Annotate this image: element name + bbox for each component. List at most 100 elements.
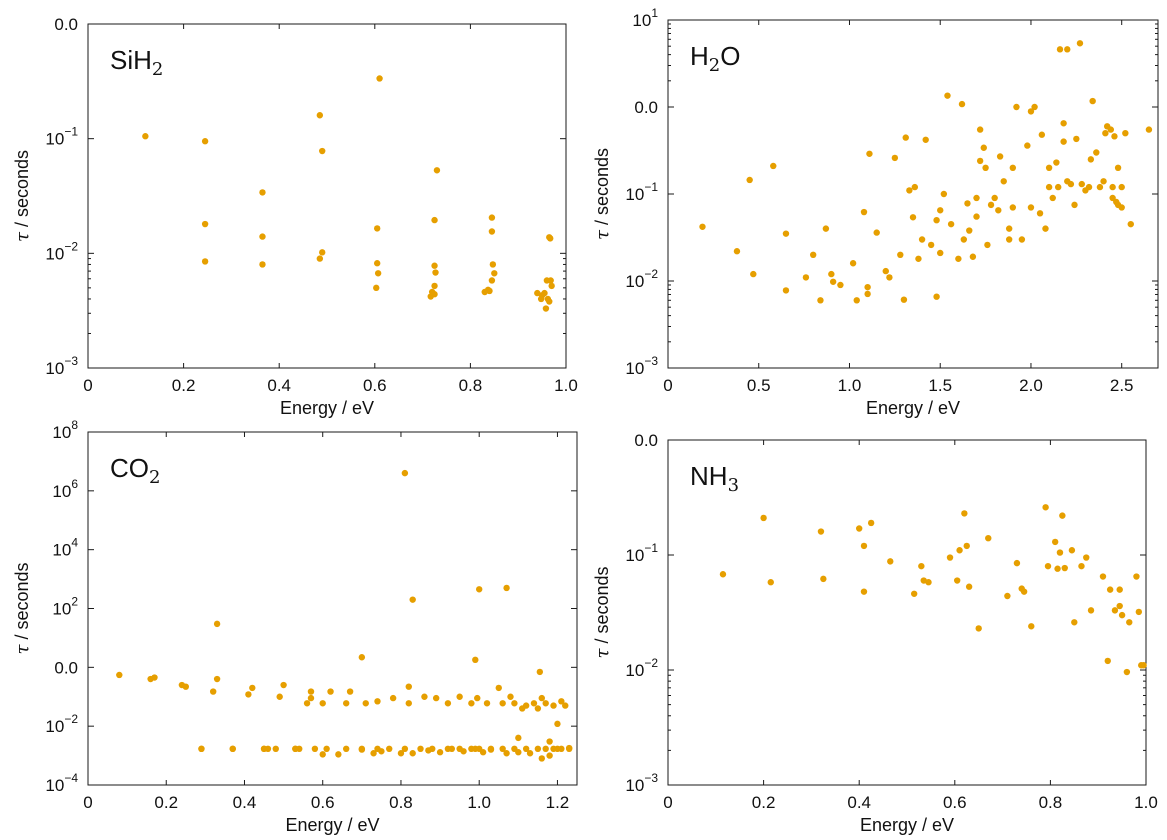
data-point [1099, 573, 1107, 580]
y-tick-label: 10−4 [45, 771, 78, 795]
data-point [960, 236, 968, 243]
data-point [937, 249, 944, 257]
data-point [507, 693, 514, 700]
data-point [909, 214, 917, 221]
data-point [229, 745, 236, 753]
data-point [213, 675, 221, 683]
data-point [837, 281, 844, 289]
data-point [488, 214, 496, 221]
data-point [546, 738, 553, 745]
data-point [906, 187, 913, 194]
data-point [1005, 236, 1013, 243]
data-point [376, 75, 383, 82]
data-point [946, 554, 954, 561]
data-point [554, 720, 561, 728]
x-tick-label: 0.8 [459, 376, 483, 395]
data-point [1118, 183, 1125, 191]
data-point [849, 260, 857, 267]
x-tick-label: 0.4 [267, 376, 291, 395]
data-point [1100, 178, 1107, 185]
data-point [1053, 159, 1060, 166]
data-point [327, 688, 334, 695]
data-point [522, 702, 530, 709]
data-point [316, 112, 324, 119]
data-point [820, 575, 827, 583]
data-point [1111, 133, 1118, 140]
data-point [980, 144, 987, 151]
data-point [817, 297, 824, 304]
y-tick-label: 10−3 [625, 771, 658, 795]
y-tick-label: 0.0 [54, 15, 78, 34]
data-point [386, 745, 393, 753]
data-point [562, 702, 569, 709]
x-tick-label: 2.5 [1110, 376, 1134, 395]
data-point [1009, 204, 1017, 211]
data-point [319, 147, 326, 155]
data-point [1087, 607, 1095, 614]
data-point [1004, 592, 1011, 600]
data-point [887, 558, 894, 565]
data-point [436, 749, 444, 756]
data-point [534, 745, 542, 753]
data-point [956, 547, 963, 554]
data-point [292, 745, 299, 753]
y-tick-label: 106 [52, 477, 78, 501]
y-axis-label: τ / seconds [12, 562, 33, 654]
data-point [474, 694, 481, 702]
data-point [547, 235, 554, 242]
x-tick-label: 1.2 [546, 793, 570, 812]
data-point [991, 194, 998, 202]
data-point [860, 542, 868, 550]
data-point [548, 282, 555, 290]
data-point [1031, 103, 1038, 111]
data-point [922, 136, 929, 143]
data-point [1027, 204, 1035, 211]
plot-frame [87, 23, 567, 369]
x-tick-label: 0.8 [389, 793, 413, 812]
data-point [433, 167, 441, 174]
data-point [918, 562, 925, 570]
y-tick-label: 108 [52, 418, 78, 442]
data-point [409, 750, 416, 757]
x-tick-label: 0.6 [943, 793, 967, 812]
data-point [213, 620, 221, 628]
data-point [558, 698, 565, 705]
y-tick-label: 10−1 [625, 180, 658, 204]
data-point [370, 750, 377, 757]
data-point [431, 291, 438, 298]
data-point [259, 233, 266, 240]
data-point [542, 305, 550, 312]
data-point [1073, 135, 1080, 143]
data-point [1018, 236, 1026, 243]
data-point [1102, 129, 1109, 137]
x-tick-label: 0.6 [363, 376, 387, 395]
data-point [374, 270, 382, 277]
data-point [456, 745, 463, 753]
data-point [1049, 194, 1056, 202]
data-point [937, 207, 944, 214]
data-point [530, 700, 538, 707]
data-point [1071, 201, 1078, 209]
data-point [1045, 183, 1053, 191]
data-point [1078, 562, 1085, 570]
data-point [1116, 602, 1123, 610]
data-point [405, 683, 412, 690]
data-point [1122, 129, 1129, 137]
data-point [750, 270, 757, 278]
data-point [432, 694, 440, 702]
data-point [526, 750, 534, 757]
data-point [982, 164, 989, 172]
x-tick-label: 0 [83, 376, 92, 395]
data-point [699, 223, 706, 230]
data-point [1044, 562, 1052, 570]
data-point [389, 694, 397, 702]
data-point [543, 277, 551, 284]
data-point [933, 216, 940, 224]
x-tick-label: 0.6 [311, 793, 335, 812]
data-point [1140, 662, 1147, 669]
data-point [259, 189, 266, 196]
data-point [431, 262, 438, 269]
x-tick-label: 0.4 [847, 793, 871, 812]
y-tick-label: 10−1 [45, 125, 78, 149]
y-axis-label: τ / seconds [592, 148, 613, 240]
